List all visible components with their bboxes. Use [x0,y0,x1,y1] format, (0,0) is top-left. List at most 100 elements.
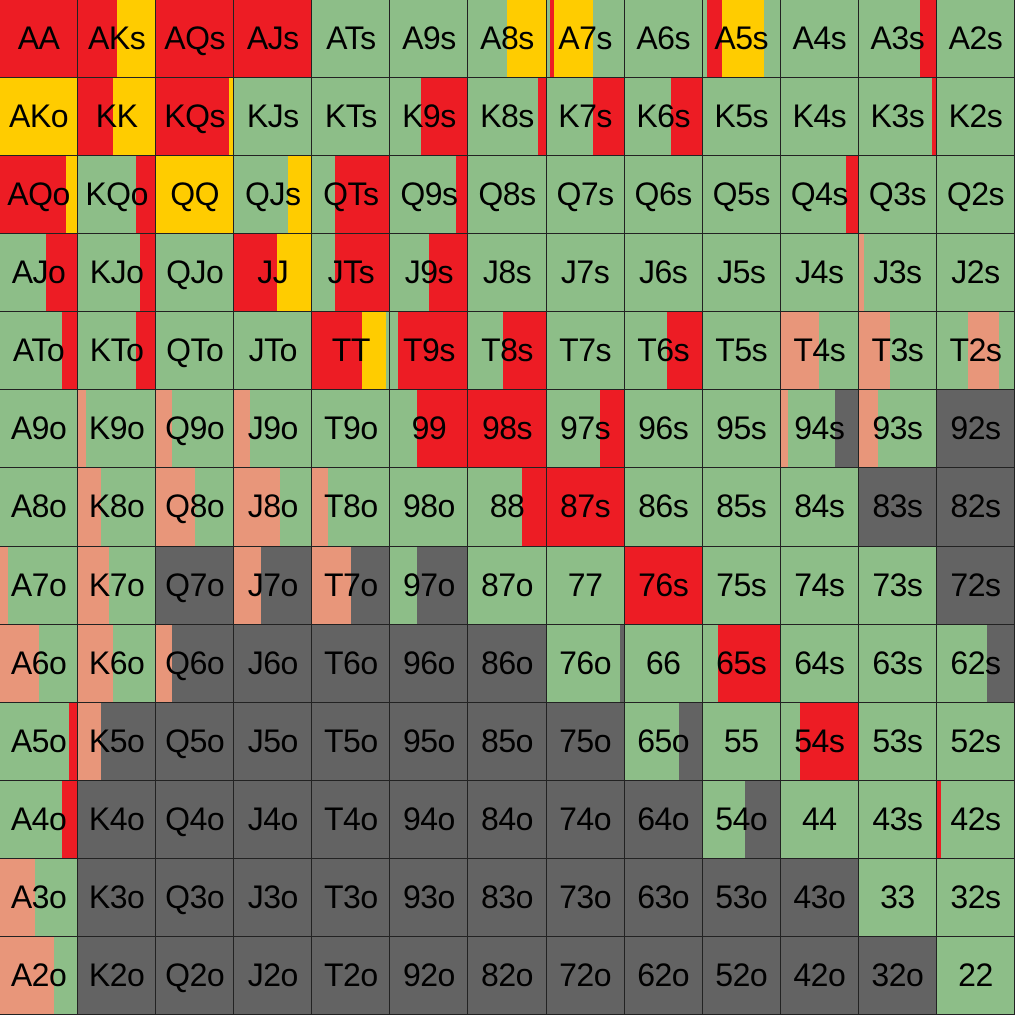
hand-cell-k8o[interactable]: K8o [78,468,157,547]
hand-cell-ajs[interactable]: AJs [234,0,313,79]
hand-cell-63s[interactable]: 63s [858,624,937,703]
hand-cell-t6o[interactable]: T6o [312,624,391,703]
hand-cell-kqs[interactable]: KQs [156,78,235,157]
hand-cell-53s[interactable]: 53s [858,702,937,781]
hand-cell-83s[interactable]: 83s [858,468,937,547]
hand-cell-q8o[interactable]: Q8o [156,468,235,547]
hand-cell-32o[interactable]: 32o [858,936,937,1015]
hand-cell-q9o[interactable]: Q9o [156,390,235,469]
hand-cell-a8o[interactable]: A8o [0,468,79,547]
hand-cell-a8s[interactable]: A8s [468,0,547,79]
hand-cell-j4s[interactable]: J4s [780,234,859,313]
hand-cell-ajo[interactable]: AJo [0,234,79,313]
hand-cell-a3o[interactable]: A3o [0,858,79,937]
hand-cell-t4o[interactable]: T4o [312,780,391,859]
hand-cell-72s[interactable]: 72s [936,546,1015,625]
hand-cell-82o[interactable]: 82o [468,936,547,1015]
hand-cell-76o[interactable]: 76o [546,624,625,703]
hand-cell-22[interactable]: 22 [936,936,1015,1015]
hand-cell-94o[interactable]: 94o [390,780,469,859]
hand-cell-j4o[interactable]: J4o [234,780,313,859]
hand-cell-q5s[interactable]: Q5s [702,156,781,235]
hand-cell-j5o[interactable]: J5o [234,702,313,781]
hand-cell-qjo[interactable]: QJo [156,234,235,313]
hand-cell-a4s[interactable]: A4s [780,0,859,79]
hand-cell-75o[interactable]: 75o [546,702,625,781]
hand-cell-a2s[interactable]: A2s [936,0,1015,79]
hand-cell-t4s[interactable]: T4s [780,312,859,391]
hand-cell-q6s[interactable]: Q6s [624,156,703,235]
hand-cell-k4o[interactable]: K4o [78,780,157,859]
hand-cell-q2o[interactable]: Q2o [156,936,235,1015]
hand-cell-jts[interactable]: JTs [312,234,391,313]
hand-cell-95s[interactable]: 95s [702,390,781,469]
hand-cell-54s[interactable]: 54s [780,702,859,781]
hand-cell-99[interactable]: 99 [390,390,469,469]
hand-cell-kjs[interactable]: KJs [234,78,313,157]
hand-cell-k2s[interactable]: K2s [936,78,1015,157]
hand-cell-jj[interactable]: JJ [234,234,313,313]
hand-cell-97o[interactable]: 97o [390,546,469,625]
hand-cell-k2o[interactable]: K2o [78,936,157,1015]
hand-cell-j2o[interactable]: J2o [234,936,313,1015]
hand-cell-q7s[interactable]: Q7s [546,156,625,235]
hand-cell-q3o[interactable]: Q3o [156,858,235,937]
hand-cell-t8o[interactable]: T8o [312,468,391,547]
hand-cell-98s[interactable]: 98s [468,390,547,469]
hand-cell-86s[interactable]: 86s [624,468,703,547]
hand-cell-96s[interactable]: 96s [624,390,703,469]
hand-cell-84o[interactable]: 84o [468,780,547,859]
hand-cell-q3s[interactable]: Q3s [858,156,937,235]
hand-cell-j7s[interactable]: J7s [546,234,625,313]
hand-cell-q4s[interactable]: Q4s [780,156,859,235]
hand-cell-tt[interactable]: TT [312,312,391,391]
hand-cell-53o[interactable]: 53o [702,858,781,937]
hand-cell-55[interactable]: 55 [702,702,781,781]
hand-cell-k3o[interactable]: K3o [78,858,157,937]
hand-cell-98o[interactable]: 98o [390,468,469,547]
hand-cell-qto[interactable]: QTo [156,312,235,391]
hand-cell-qts[interactable]: QTs [312,156,391,235]
hand-cell-q8s[interactable]: Q8s [468,156,547,235]
hand-cell-93o[interactable]: 93o [390,858,469,937]
hand-cell-k7s[interactable]: K7s [546,78,625,157]
hand-cell-66[interactable]: 66 [624,624,703,703]
hand-cell-t5o[interactable]: T5o [312,702,391,781]
hand-cell-ats[interactable]: ATs [312,0,391,79]
hand-cell-k7o[interactable]: K7o [78,546,157,625]
hand-cell-q9s[interactable]: Q9s [390,156,469,235]
hand-cell-54o[interactable]: 54o [702,780,781,859]
hand-cell-87s[interactable]: 87s [546,468,625,547]
hand-cell-jto[interactable]: JTo [234,312,313,391]
hand-cell-43o[interactable]: 43o [780,858,859,937]
hand-cell-j8s[interactable]: J8s [468,234,547,313]
hand-cell-65s[interactable]: 65s [702,624,781,703]
hand-cell-52s[interactable]: 52s [936,702,1015,781]
hand-cell-k6o[interactable]: K6o [78,624,157,703]
hand-cell-32s[interactable]: 32s [936,858,1015,937]
hand-cell-k8s[interactable]: K8s [468,78,547,157]
hand-cell-a7s[interactable]: A7s [546,0,625,79]
hand-cell-t3o[interactable]: T3o [312,858,391,937]
hand-cell-85o[interactable]: 85o [468,702,547,781]
hand-cell-a9o[interactable]: A9o [0,390,79,469]
hand-cell-a5s[interactable]: A5s [702,0,781,79]
hand-cell-j6o[interactable]: J6o [234,624,313,703]
hand-cell-a5o[interactable]: A5o [0,702,79,781]
hand-cell-k9s[interactable]: K9s [390,78,469,157]
hand-cell-kqo[interactable]: KQo [78,156,157,235]
hand-cell-86o[interactable]: 86o [468,624,547,703]
hand-cell-aqs[interactable]: AQs [156,0,235,79]
hand-cell-t7s[interactable]: T7s [546,312,625,391]
hand-cell-t9o[interactable]: T9o [312,390,391,469]
hand-cell-j3o[interactable]: J3o [234,858,313,937]
hand-cell-a6s[interactable]: A6s [624,0,703,79]
hand-cell-k6s[interactable]: K6s [624,78,703,157]
hand-cell-87o[interactable]: 87o [468,546,547,625]
hand-cell-a3s[interactable]: A3s [858,0,937,79]
hand-cell-j5s[interactable]: J5s [702,234,781,313]
hand-cell-q2s[interactable]: Q2s [936,156,1015,235]
hand-cell-a2o[interactable]: A2o [0,936,79,1015]
hand-cell-95o[interactable]: 95o [390,702,469,781]
hand-cell-q6o[interactable]: Q6o [156,624,235,703]
